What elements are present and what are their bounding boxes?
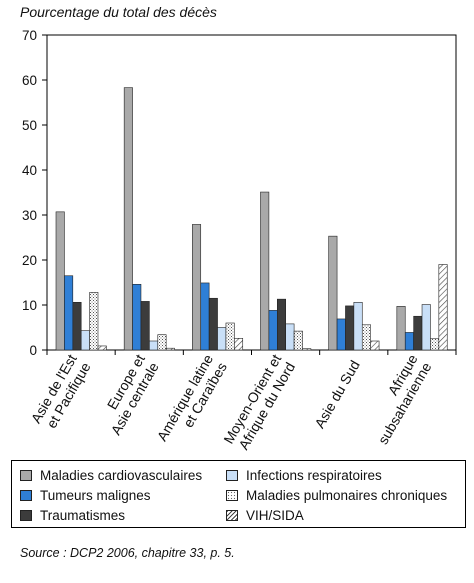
y-axis-title: Pourcentage du total des décès	[20, 4, 217, 20]
legend-label-pulmonary: Maladies pulmonaires chroniques	[246, 488, 448, 503]
x-category-label: Moyen-Orient etAfrique du Nord	[220, 351, 298, 454]
legend-item-respiratory: Infections respiratoires	[226, 468, 382, 483]
bar-4-series-4	[285, 323, 295, 351]
y-tick-label: 30	[22, 208, 37, 223]
legend-swatch-injuries	[20, 510, 32, 521]
bar-4-series-1	[260, 191, 270, 351]
x-category-label: Afriquesubsaharienne	[361, 351, 435, 447]
legend-label-hiv: VIH/SIDA	[246, 508, 304, 523]
legend-label-injuries: Traumatismes	[40, 508, 126, 523]
y-tick-label: 50	[22, 118, 37, 133]
x-category-label: Amérique latineet Caraïbes	[154, 351, 230, 451]
bar-3-series-3	[208, 297, 218, 351]
y-tick-label: 70	[22, 28, 37, 43]
legend-label-cardiovascular: Maladies cardiovasculaires	[40, 468, 203, 483]
legend-label-respiratory: Infections respiratoires	[246, 468, 382, 483]
legend-swatch-tumours	[20, 490, 32, 501]
y-tick-label: 20	[22, 253, 37, 268]
bar-5-series-3	[345, 305, 355, 351]
bar-4-series-6	[302, 348, 312, 351]
bar-5-series-1	[328, 235, 338, 351]
legend-item-hiv: VIH/SIDA	[226, 508, 304, 523]
bar-3-series-1	[192, 224, 202, 351]
legend-item-pulmonary: Maladies pulmonaires chroniques	[226, 488, 447, 503]
legend-swatch-hiv	[226, 510, 238, 521]
legend-item-tumours: Tumeurs malignes	[20, 488, 151, 503]
category-labels: Asie de l'Estet Pacifique Europe etAsie c…	[28, 351, 435, 454]
bar-2-series-2	[132, 283, 142, 351]
legend-swatch-cardiovascular	[20, 470, 32, 481]
legend-item-injuries: Traumatismes	[20, 508, 125, 523]
bar-2-series-5	[157, 334, 167, 351]
legend-swatch-pulmonary	[226, 490, 238, 501]
bar-1-series-3	[72, 301, 82, 351]
bars	[55, 87, 448, 351]
bar-5-series-2	[336, 318, 346, 351]
bar-6-series-4	[421, 304, 431, 351]
bar-chart: 0 10 20 30 40 50 60 70 Asie de l'Estet Pacifiqu…	[22, 28, 457, 454]
bar-1-series-6	[97, 345, 107, 351]
bar-5-series-4	[353, 301, 363, 351]
bar-6-series-6	[438, 264, 448, 351]
y-tick-label: 0	[29, 343, 37, 358]
y-tick-label: 60	[22, 73, 37, 88]
bar-2-series-1	[123, 87, 133, 351]
legend-item-cardiovascular: Maladies cardiovasculaires	[20, 468, 202, 483]
legend-label-tumours: Tumeurs malignes	[40, 488, 151, 503]
bar-2-series-4	[149, 340, 159, 351]
bar-1-series-1	[55, 211, 65, 351]
bar-1-series-4	[80, 330, 90, 351]
legend-swatch-respiratory	[226, 470, 238, 481]
bar-5-series-6	[370, 340, 380, 351]
bar-3-series-6	[234, 337, 244, 351]
bar-6-series-3	[413, 315, 423, 351]
bar-2-series-6	[165, 347, 175, 351]
x-category-label: Asie du Sud	[311, 358, 363, 431]
bar-6-series-2	[404, 332, 414, 351]
bar-4-series-5	[293, 330, 303, 351]
y-tick-label: 10	[22, 298, 37, 313]
bar-4-series-3	[276, 298, 286, 351]
bar-2-series-3	[140, 301, 150, 351]
bar-1-series-2	[64, 275, 74, 351]
bar-1-series-5	[89, 292, 99, 351]
plot-frame	[46, 34, 457, 351]
legend: Maladies cardiovasculaires Tumeurs malig…	[11, 460, 466, 528]
bar-3-series-5	[225, 322, 235, 351]
source-note: Source : DCP2 2006, chapitre 33, p. 5.	[20, 546, 235, 560]
x-category-label: Asie de l'Estet Pacifique	[28, 351, 94, 434]
axes: 0 10 20 30 40 50 60 70	[22, 28, 457, 358]
y-tick-label: 40	[22, 163, 37, 178]
bar-5-series-5	[361, 324, 371, 351]
x-category-label: Europe etAsie centrale	[94, 351, 162, 437]
bar-6-series-5	[430, 338, 440, 351]
bar-6-series-1	[396, 306, 406, 351]
bar-3-series-4	[217, 327, 227, 351]
bar-3-series-2	[200, 282, 210, 351]
bar-4-series-2	[268, 310, 278, 351]
